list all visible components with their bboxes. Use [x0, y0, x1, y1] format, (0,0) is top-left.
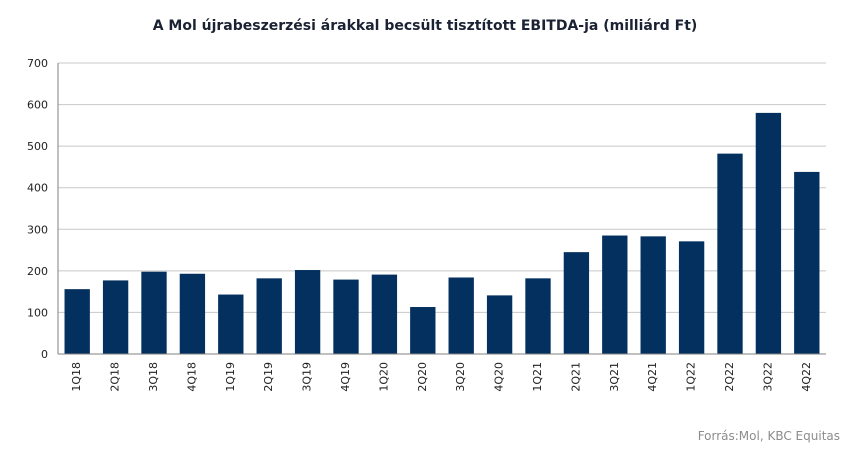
- bar-4q20: [486, 295, 513, 354]
- y-tick-label: 700: [27, 57, 48, 70]
- gridlines: [58, 62, 826, 313]
- x-tick-label: 4Q20: [493, 362, 506, 392]
- x-tick-label: 1Q21: [531, 362, 544, 392]
- bar-1q18: [64, 289, 90, 354]
- x-tick-label: 1Q18: [70, 362, 83, 392]
- bar-2q20: [410, 307, 436, 354]
- x-tick-label: 4Q21: [646, 362, 659, 392]
- source-note: Forrás:Mol, KBC Equitas: [697, 429, 840, 443]
- bar-3q22: [755, 112, 782, 354]
- x-tick-label: 4Q19: [339, 362, 352, 392]
- x-tick-label: 2Q22: [723, 362, 736, 392]
- x-tick-label: 3Q20: [454, 362, 467, 392]
- bar-2q18: [102, 280, 129, 354]
- x-tick-label: 3Q22: [761, 362, 774, 392]
- y-tick-label: 0: [41, 348, 48, 361]
- bar-3q20: [448, 277, 474, 354]
- x-tick-label: 4Q22: [800, 362, 813, 392]
- x-tick-label: 1Q22: [685, 362, 698, 392]
- bars: [64, 112, 820, 354]
- bar-1q20: [371, 274, 398, 354]
- x-tick-label: 4Q18: [185, 362, 198, 392]
- bar-4q22: [794, 171, 820, 354]
- x-tick-label: 3Q19: [301, 362, 314, 392]
- x-tick-label: 2Q18: [109, 362, 122, 392]
- y-tick-label: 400: [27, 182, 48, 195]
- bar-2q21: [563, 252, 590, 354]
- x-tick-label: 2Q20: [416, 362, 429, 392]
- chart-title: A Mol újrabeszerzési árakkal becsült tis…: [152, 18, 698, 34]
- bar-3q19: [294, 270, 321, 354]
- y-tick-label: 200: [27, 265, 48, 278]
- x-tick-label: 2Q21: [569, 362, 582, 392]
- x-tick-label: 3Q18: [147, 362, 160, 392]
- bar-1q22: [678, 241, 705, 354]
- bar-2q22: [717, 153, 743, 354]
- x-tick-label: 3Q21: [608, 362, 621, 392]
- x-tick-label: 2Q19: [262, 362, 275, 392]
- y-tick-label: 600: [27, 99, 48, 112]
- x-axis-ticks: 1Q18 2Q18 3Q18 4Q18 1Q19 2Q19 3Q19 4Q19 1Q20 2Q20…: [70, 362, 813, 392]
- y-tick-label: 300: [27, 223, 48, 236]
- bar-1q19: [218, 294, 244, 354]
- x-tick-label: 1Q20: [377, 362, 390, 392]
- bar-3q21: [602, 235, 628, 354]
- x-tick-label: 1Q19: [224, 362, 237, 392]
- bar-4q21: [640, 236, 666, 354]
- y-axis-ticks: 0 100 200 300 400 500 600 700: [27, 57, 48, 361]
- bar-2q19: [256, 278, 282, 354]
- bar-4q19: [333, 279, 359, 354]
- y-tick-label: 100: [27, 306, 48, 319]
- bar-3q18: [141, 271, 167, 354]
- y-tick-label: 500: [27, 140, 48, 153]
- bar-4q18: [179, 273, 206, 354]
- axes: [57, 63, 826, 355]
- bar-1q21: [525, 278, 551, 354]
